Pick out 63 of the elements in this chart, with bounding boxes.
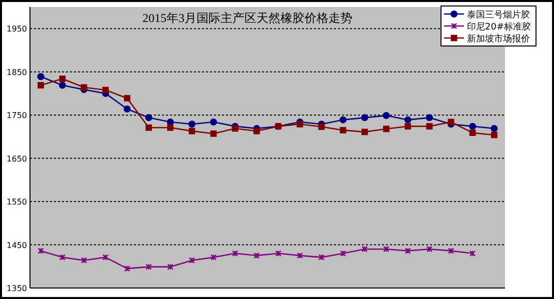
y-tick-label: 1950 (6, 24, 27, 34)
chart-title: 2015年3月国际主产区天然橡胶价格走势 (142, 11, 352, 25)
point (210, 254, 217, 260)
point (340, 116, 347, 124)
point (383, 126, 390, 132)
point (188, 120, 196, 128)
point (232, 125, 238, 132)
point (275, 250, 282, 257)
point (167, 264, 174, 270)
point (188, 128, 196, 134)
point (404, 123, 412, 130)
point (469, 130, 476, 136)
point (296, 252, 303, 259)
point (146, 264, 152, 270)
point (491, 132, 498, 138)
legend-label: 印尼20#标准胶 (467, 22, 531, 32)
y-tick-label: 1550 (6, 198, 27, 207)
point (210, 118, 218, 126)
point (361, 114, 368, 122)
point (59, 254, 66, 260)
point (58, 82, 66, 89)
point (80, 257, 88, 264)
point (146, 124, 152, 131)
legend-label: 新加坡市场报价 (467, 34, 530, 44)
point (124, 265, 130, 272)
point (383, 246, 390, 252)
point (254, 128, 260, 134)
point (318, 254, 325, 260)
y-tick-label: 1750 (6, 111, 27, 120)
point (469, 122, 476, 130)
point (167, 124, 174, 131)
point (188, 257, 196, 264)
point (145, 114, 152, 122)
point (404, 248, 411, 254)
point (254, 252, 260, 259)
point (210, 130, 217, 137)
point (124, 95, 130, 102)
y-tick-label: 1450 (6, 240, 27, 250)
point (404, 116, 412, 124)
point (59, 76, 66, 82)
point (362, 246, 368, 252)
legend-label: 泰国三号烟片胶 (467, 10, 530, 20)
point (426, 114, 433, 122)
point (426, 123, 433, 130)
point (426, 246, 433, 252)
point (102, 254, 109, 260)
point (37, 73, 44, 80)
y-tick-label: 1850 (6, 68, 27, 77)
point (340, 250, 346, 257)
point (102, 86, 109, 94)
point (448, 248, 454, 254)
point (382, 112, 390, 120)
point (340, 127, 346, 134)
point (232, 250, 238, 257)
y-tick-label: 1650 (6, 154, 27, 164)
point (490, 124, 498, 132)
point (38, 82, 44, 88)
y-tick-label: 1350 (6, 284, 27, 293)
point (318, 124, 325, 130)
point (361, 128, 368, 136)
point (166, 118, 174, 126)
point (80, 84, 88, 91)
point (124, 106, 131, 113)
